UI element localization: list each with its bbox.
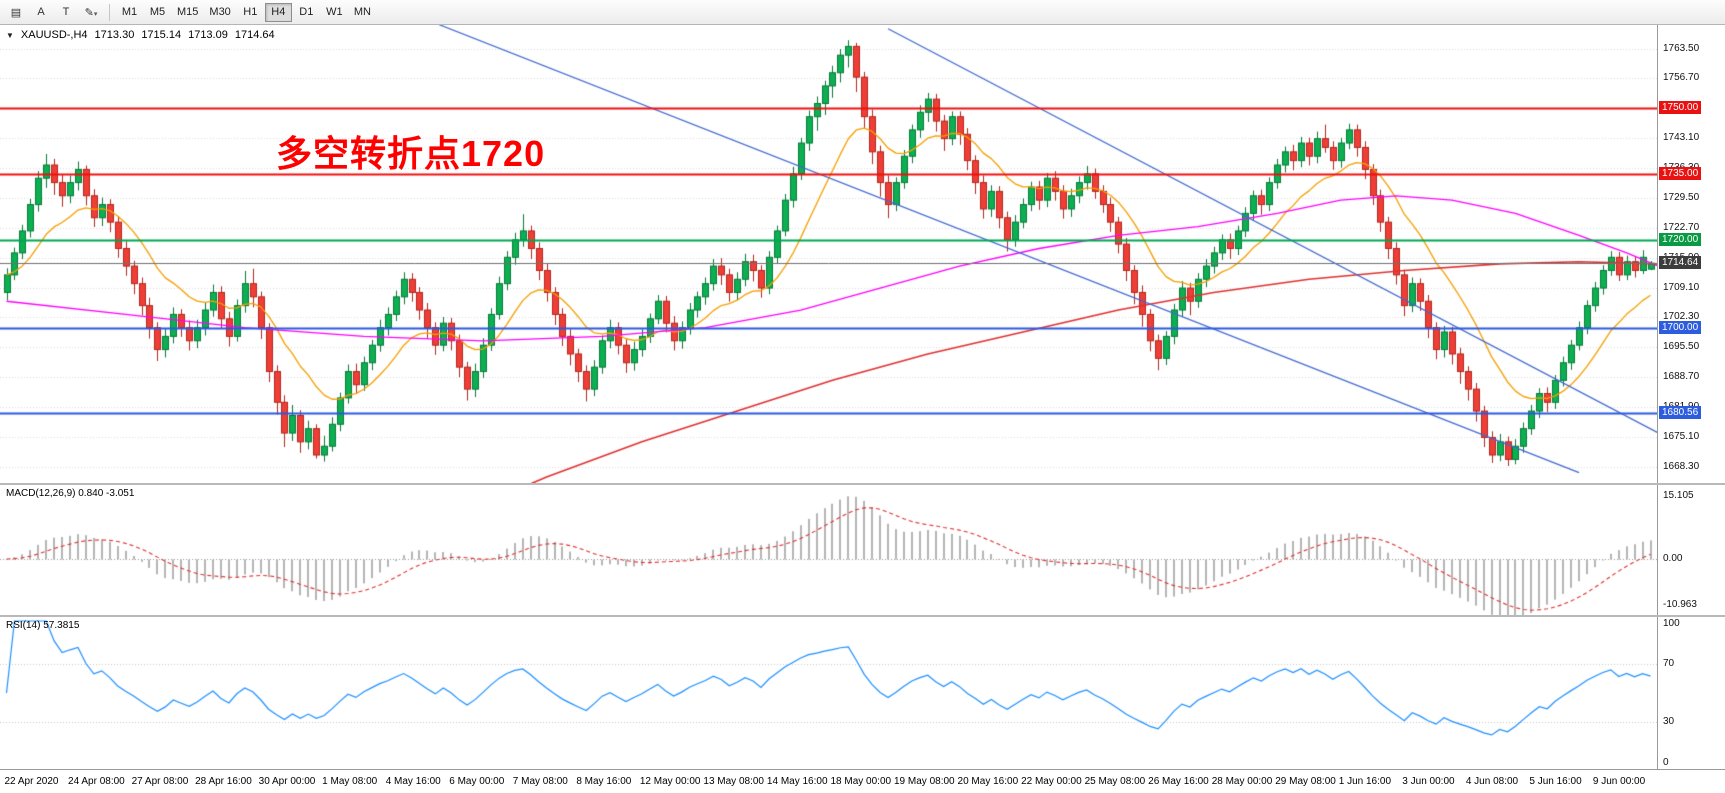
rsi-axis-label: 0 <box>1663 757 1669 768</box>
panel-splitter[interactable] <box>0 615 1725 617</box>
text-tool-glyph: T <box>62 6 70 18</box>
macd-panel: MACD(12,26,9) 0.840 -3.051 15.105 0.00 -10… <box>0 485 1725 615</box>
date-label: 6 May 00:00 <box>449 776 505 787</box>
date-label: 4 Jun 08:00 <box>1465 776 1519 787</box>
date-label: 28 May 00:00 <box>1211 776 1273 787</box>
date-label: 27 Apr 08:00 <box>131 776 189 787</box>
price-axis[interactable]: 1763.501756.701749.901743.101736.301729.… <box>1657 25 1725 483</box>
rsi-canvas[interactable] <box>0 617 1657 769</box>
date-label: 13 May 08:00 <box>703 776 764 787</box>
price-badge: 1750.00 <box>1659 100 1702 114</box>
date-label: 12 May 00:00 <box>639 776 701 787</box>
ohlc-close: 1714.64 <box>234 29 275 41</box>
rsi-axis-label: 70 <box>1663 658 1675 670</box>
panel-splitter[interactable] <box>0 483 1725 485</box>
date-label: 4 May 16:00 <box>385 776 441 787</box>
timeframe-d1-button[interactable]: D1 <box>293 3 320 22</box>
date-label: 20 May 16:00 <box>957 776 1019 787</box>
price-tick: 1709.10 <box>1663 281 1700 293</box>
date-label: 19 May 08:00 <box>894 776 955 787</box>
chart-header: ▼ XAUUSD-,H4 1713.30 1715.14 1713.09 171… <box>6 29 275 41</box>
ohlc-low: 1713.09 <box>188 29 228 41</box>
price-badge: 1700.00 <box>1659 320 1702 334</box>
date-label: 22 May 00:00 <box>1021 776 1082 787</box>
price-tick: 1729.50 <box>1663 191 1700 203</box>
rsi-axis-label: 100 <box>1663 618 1680 629</box>
price-tick: 1743.10 <box>1663 132 1700 144</box>
date-label: 29 May 08:00 <box>1275 776 1336 787</box>
macd-axis[interactable]: 15.105 0.00 -10.963 <box>1657 485 1725 615</box>
ohlc-open: 1713.30 <box>94 29 135 41</box>
price-tick: 1695.50 <box>1663 341 1700 353</box>
price-tick: 1763.50 <box>1663 42 1700 54</box>
time-axis[interactable]: 22 Apr 2020 24 Apr 08:00 27 Apr 08:00 28 Ap… <box>0 769 1725 793</box>
timeframe-w1-button[interactable]: W1 <box>321 3 348 22</box>
date-label: 5 Jun 16:00 <box>1529 776 1582 787</box>
price-tick: 1756.70 <box>1663 72 1700 84</box>
price-tick: 1722.70 <box>1663 221 1700 233</box>
rsi-axis-label: 30 <box>1663 715 1675 727</box>
date-label: 1 May 08:00 <box>322 776 378 787</box>
timeframe-mn-button[interactable]: MN <box>349 3 376 22</box>
macd-canvas[interactable] <box>0 485 1657 615</box>
text-tool-button[interactable]: T <box>54 2 78 22</box>
date-label: 18 May 00:00 <box>830 776 892 787</box>
date-label: 22 Apr 2020 <box>4 776 59 787</box>
timeframe-m5-button[interactable]: M5 <box>144 3 171 22</box>
price-badge: 1720.00 <box>1659 232 1702 246</box>
price-chart-panel: ▼ XAUUSD-,H4 1713.30 1715.14 1713.09 171… <box>0 25 1725 483</box>
macd-axis-label: 15.105 <box>1663 490 1694 502</box>
timeframe-m30-button[interactable]: M30 <box>204 3 235 22</box>
date-label: 24 Apr 08:00 <box>68 776 125 787</box>
date-label: 7 May 08:00 <box>512 776 568 787</box>
chart-mode-icon[interactable]: ▤ <box>4 2 28 22</box>
toolbar-separator <box>109 3 110 21</box>
chart-mode-glyph: ▤ <box>10 6 22 19</box>
timeframe-m15-button[interactable]: M15 <box>172 3 203 22</box>
date-label: 30 Apr 00:00 <box>258 776 316 787</box>
main-toolbar: ▤ A T ✎▾ M1 M5 M15 M30 H1 H4 D1 W1 MN <box>0 0 1725 25</box>
price-chart-canvas[interactable] <box>0 25 1657 483</box>
date-label: 1 Jun 16:00 <box>1338 776 1392 787</box>
draw-tool-button[interactable]: ✎▾ <box>79 2 103 22</box>
cursor-tool-button[interactable]: A <box>29 2 53 22</box>
date-label: 26 May 16:00 <box>1148 776 1209 787</box>
timeframe-h1-button[interactable]: H1 <box>237 3 264 22</box>
macd-header: MACD(12,26,9) 0.840 -3.051 <box>6 488 135 499</box>
date-label: 25 May 08:00 <box>1084 776 1146 787</box>
rsi-header: RSI(14) 57.3815 <box>6 620 80 631</box>
symbol-timeframe-label: XAUUSD-,H4 <box>20 29 88 41</box>
ohlc-high: 1715.14 <box>141 29 182 41</box>
macd-axis-label: -10.963 <box>1663 598 1697 610</box>
price-badge: 1735.00 <box>1659 166 1702 180</box>
date-label: 3 Jun 00:00 <box>1402 776 1455 787</box>
price-badge: 1680.56 <box>1659 406 1702 420</box>
timeframe-h4-button[interactable]: H4 <box>264 2 292 22</box>
price-tick: 1668.30 <box>1663 460 1700 472</box>
chevron-down-icon: ▾ <box>93 10 98 18</box>
price-tick: 1675.10 <box>1663 431 1700 442</box>
rsi-panel: RSI(14) 57.3815 100 70 30 0 <box>0 617 1725 769</box>
price-tick: 1688.70 <box>1663 371 1700 383</box>
date-label: 8 May 16:00 <box>576 776 632 787</box>
symbol-dropdown-icon[interactable]: ▼ <box>6 30 14 40</box>
timeframe-m1-button[interactable]: M1 <box>116 3 143 22</box>
date-label: 28 Apr 16:00 <box>195 776 252 787</box>
date-label: 14 May 16:00 <box>766 776 828 787</box>
rsi-axis[interactable]: 100 70 30 0 <box>1657 617 1725 769</box>
chart-annotation-text[interactable]: 多空转折点1720 <box>276 133 546 174</box>
pencil-icon: ✎ <box>84 6 94 19</box>
cursor-tool-glyph: A <box>37 6 45 18</box>
price-tick: 1702.30 <box>1663 311 1700 323</box>
price-badge: 1714.64 <box>1659 256 1702 270</box>
macd-axis-label: 0.00 <box>1663 552 1683 564</box>
date-label: 9 Jun 00:00 <box>1592 776 1646 787</box>
